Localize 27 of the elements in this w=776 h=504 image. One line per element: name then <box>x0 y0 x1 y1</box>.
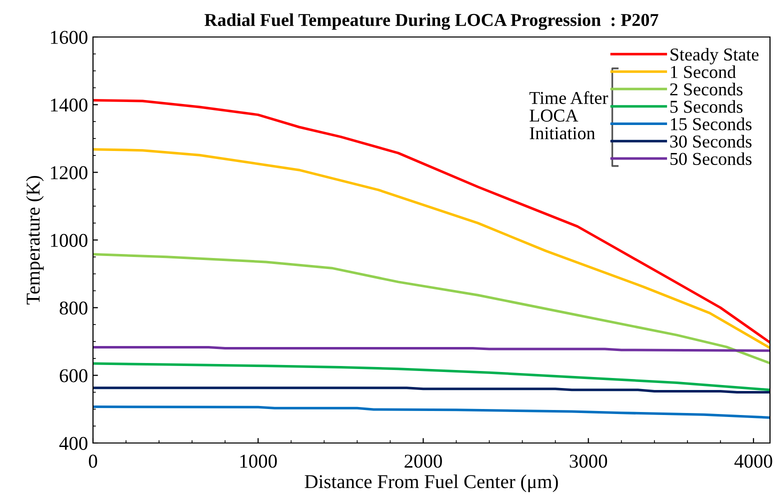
y-tick-label: 600 <box>60 369 88 382</box>
x-tick-label: 3000 <box>570 454 608 468</box>
legend-label: 1 Second <box>670 65 736 78</box>
chart-title: Radial Fuel Tempeature During LOCA Progression : P207 <box>204 13 658 30</box>
y-tick-label: 1200 <box>50 166 88 180</box>
y-axis-title: Temperature (K) <box>26 176 44 305</box>
y-tick-label: 1600 <box>50 30 88 44</box>
legend-label: 30 Seconds <box>670 134 752 148</box>
x-tick-label: 0 <box>88 454 98 468</box>
line-series <box>93 148 770 350</box>
y-tick-label: 1400 <box>50 98 88 112</box>
legend-label: 50 Seconds <box>670 152 752 166</box>
legend-label: 15 Seconds <box>670 118 752 130</box>
legend-label: 5 Seconds <box>670 100 742 113</box>
x-tick-label: 4000 <box>734 454 772 468</box>
y-tick-label: 800 <box>60 301 88 315</box>
x-axis-title: Distance From Fuel Center (μm) <box>304 474 558 492</box>
x-tick-label: 2000 <box>404 454 442 468</box>
y-tick-label: 1000 <box>50 234 88 247</box>
y-tick-label: 400 <box>59 436 88 450</box>
line-series <box>93 252 770 364</box>
line-series <box>93 362 770 392</box>
legend-title: Time After LOCA Initiation <box>529 91 608 140</box>
legend-label: 2 Seconds <box>670 82 742 96</box>
x-tick-label: 1000 <box>240 454 277 468</box>
legend-label: Steady State <box>670 48 759 64</box>
line-series <box>93 406 770 419</box>
